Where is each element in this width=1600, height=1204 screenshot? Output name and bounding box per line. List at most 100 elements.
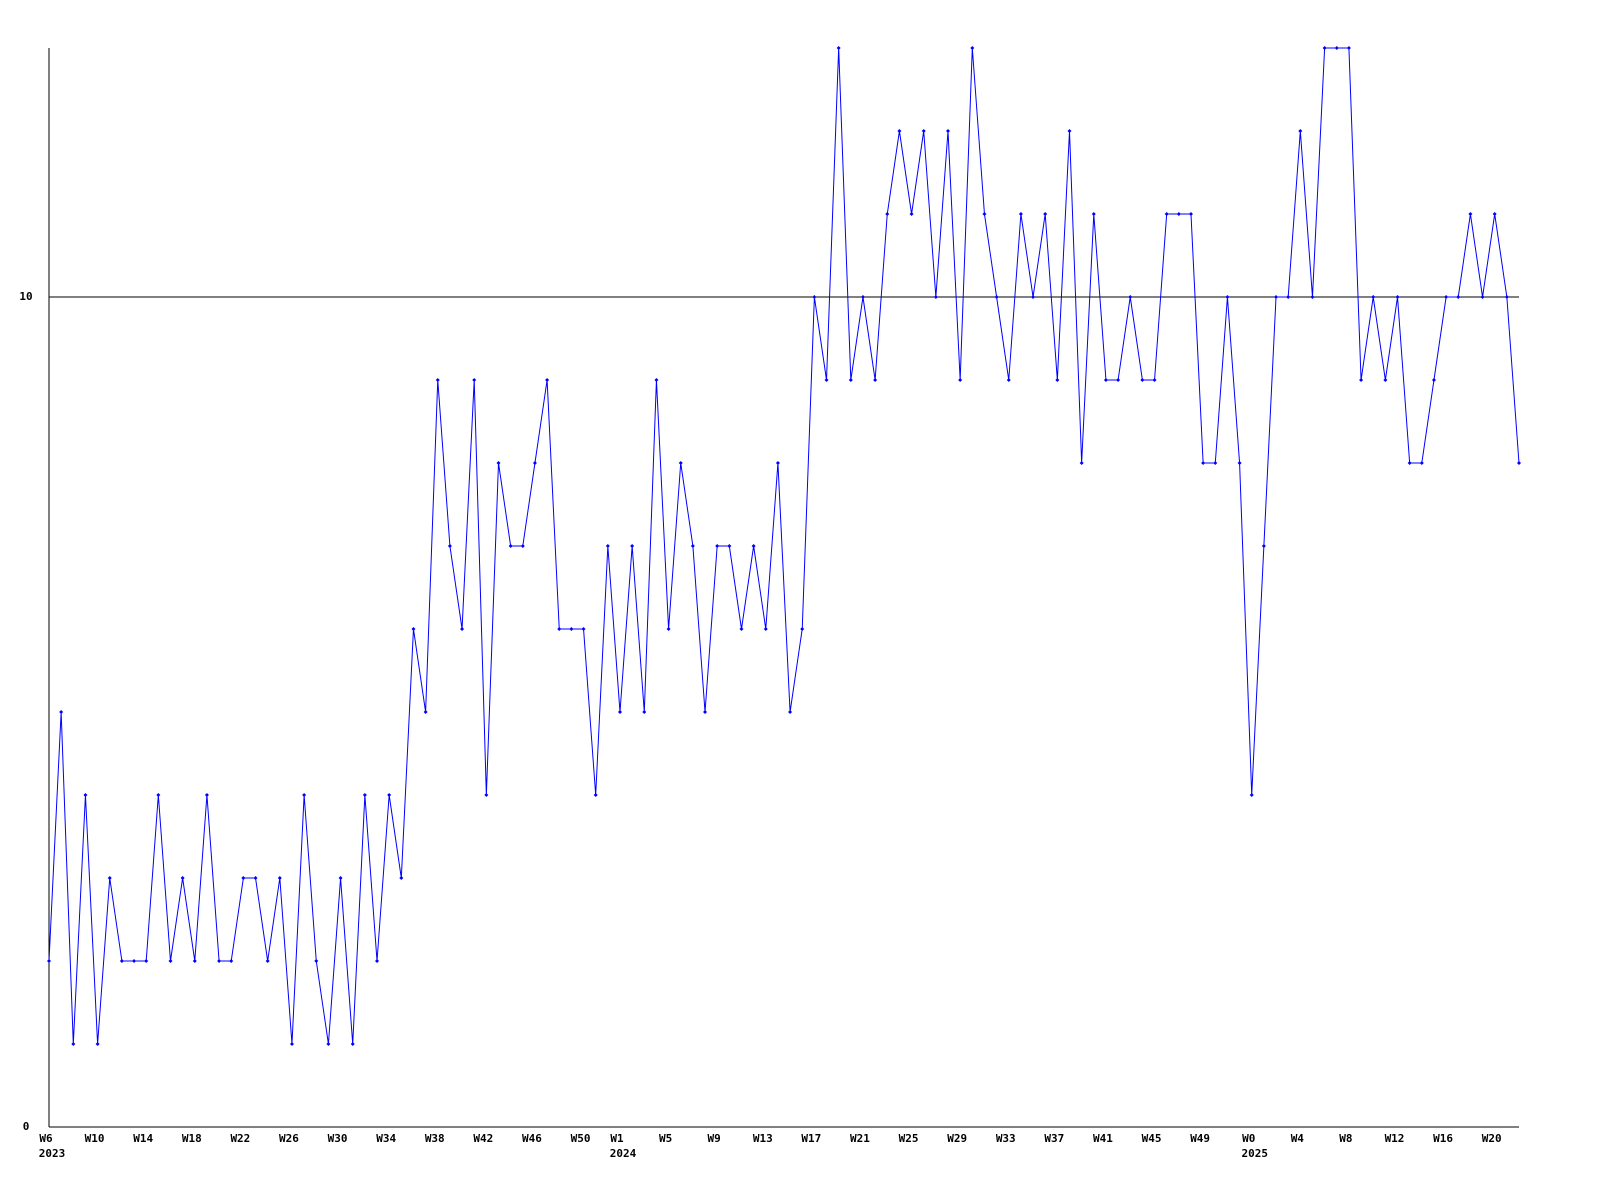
data-point: [593, 793, 598, 797]
x-tick-label: W1: [610, 1132, 624, 1145]
data-point: [897, 129, 902, 133]
data-point: [1249, 793, 1254, 797]
data-point: [800, 627, 805, 631]
data-point: [484, 793, 489, 797]
data-point: [1188, 212, 1193, 216]
data-point: [1225, 295, 1230, 299]
data-point: [1383, 378, 1388, 382]
data-point: [435, 378, 440, 382]
data-point: [1371, 295, 1376, 299]
x-tick-label: W9: [708, 1132, 721, 1145]
x-tick-label: W13: [753, 1132, 773, 1145]
year-label: 2023: [39, 1147, 66, 1160]
data-point: [192, 959, 197, 963]
data-point: [715, 544, 720, 548]
data-point: [557, 627, 562, 631]
x-tick-label: W26: [279, 1132, 299, 1145]
data-point: [1079, 461, 1084, 465]
data-point: [1431, 378, 1436, 382]
data-point: [788, 710, 793, 714]
data-point: [1407, 461, 1412, 465]
x-tick-label: W6: [39, 1132, 53, 1145]
data-point: [1395, 295, 1400, 299]
data-point: [1103, 378, 1108, 382]
x-tick-label: W14: [133, 1132, 153, 1145]
data-point: [95, 1042, 100, 1046]
data-point: [1067, 129, 1072, 133]
data-point: [532, 461, 537, 465]
x-tick-label: W21: [850, 1132, 870, 1145]
data-point: [545, 378, 550, 382]
data-point: [873, 378, 878, 382]
data-point: [277, 876, 282, 880]
data-point: [156, 793, 161, 797]
x-tick-label: W29: [947, 1132, 967, 1145]
data-point: [168, 959, 173, 963]
data-point: [763, 627, 768, 631]
data-point: [1237, 461, 1242, 465]
data-point: [411, 627, 416, 631]
data-point: [642, 710, 647, 714]
data-point: [1018, 212, 1023, 216]
x-tick-label: W8: [1339, 1132, 1352, 1145]
data-point: [1031, 295, 1036, 299]
data-point: [703, 710, 708, 714]
data-point: [1517, 461, 1521, 465]
data-point: [107, 876, 112, 880]
x-tick-label: W45: [1142, 1132, 1162, 1145]
data-point: [630, 544, 635, 548]
x-tick-label: W30: [328, 1132, 348, 1145]
x-tick-label: W37: [1044, 1132, 1064, 1145]
data-point: [508, 544, 513, 548]
data-point: [59, 710, 64, 714]
data-point: [1492, 212, 1497, 216]
x-tick-label: W5: [659, 1132, 672, 1145]
data-point: [751, 544, 756, 548]
data-point: [1261, 544, 1266, 548]
data-point: [132, 959, 137, 963]
data-point: [217, 959, 222, 963]
data-point: [144, 959, 149, 963]
data-line: [48, 47, 1520, 1045]
data-point: [1152, 378, 1157, 382]
x-tick-label: W38: [425, 1132, 445, 1145]
data-point: [1043, 212, 1048, 216]
data-point: [1286, 295, 1291, 299]
data-point: [1055, 378, 1060, 382]
data-point: [472, 378, 477, 382]
data-point: [302, 793, 307, 797]
data-point: [946, 129, 951, 133]
data-point: [1140, 378, 1145, 382]
data-point: [739, 627, 744, 631]
x-tick-label: W42: [473, 1132, 493, 1145]
data-point: [1310, 295, 1315, 299]
data-point: [775, 461, 780, 465]
x-tick-label: W18: [182, 1132, 202, 1145]
x-tick-label: W41: [1093, 1132, 1113, 1145]
data-point: [338, 876, 343, 880]
data-point: [375, 959, 380, 963]
data-point: [520, 544, 525, 548]
data-point: [241, 876, 246, 880]
data-point: [617, 710, 622, 714]
data-point: [958, 378, 963, 382]
x-tick-label: W46: [522, 1132, 542, 1145]
y-tick-label: 10: [19, 290, 32, 303]
data-point: [496, 461, 501, 465]
y-tick-label: 0: [23, 1120, 30, 1133]
data-point: [423, 710, 428, 714]
data-point: [605, 544, 610, 548]
data-point: [909, 212, 914, 216]
x-tick-label: W25: [899, 1132, 919, 1145]
data-point: [1298, 129, 1303, 133]
data-point: [289, 1042, 294, 1046]
data-point: [1334, 46, 1339, 50]
data-point: [447, 544, 452, 548]
data-point: [1480, 295, 1485, 299]
data-point: [1091, 212, 1096, 216]
data-point: [47, 959, 51, 963]
x-tick-label: W17: [801, 1132, 821, 1145]
data-point: [569, 627, 574, 631]
data-point: [581, 627, 586, 631]
data-point: [1444, 295, 1449, 299]
